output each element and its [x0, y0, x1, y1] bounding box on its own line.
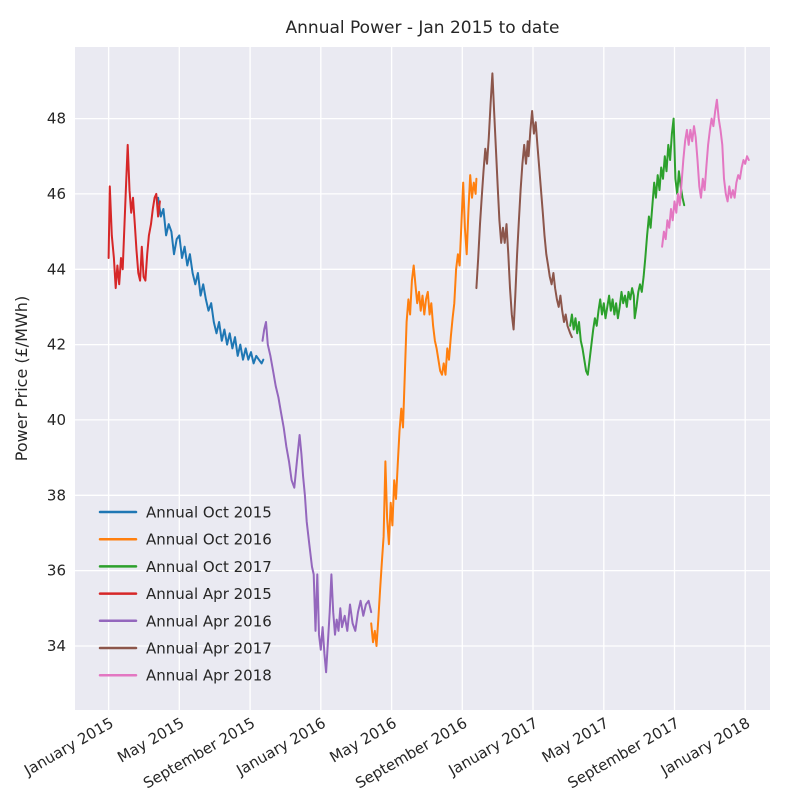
series-line-annual-apr-2015	[107, 143, 161, 290]
legend-label: Annual Apr 2018	[146, 667, 272, 685]
chart-title: Annual Power - Jan 2015 to date	[286, 18, 560, 38]
legend-label: Annual Oct 2016	[146, 531, 272, 549]
series-line-annual-apr-2017	[475, 72, 573, 339]
legend: Annual Oct 2015 Annual Oct 2016 Annual Oct…	[98, 504, 272, 685]
series-line-annual-apr-2018	[661, 98, 750, 248]
legend-item-annual-apr-2016: Annual Apr 2016	[98, 612, 272, 630]
y-tick-label: 38	[47, 486, 66, 504]
series-line-annual-apr-2016	[261, 321, 373, 674]
y-tick-label: 42	[47, 336, 66, 354]
legend-label: Annual Apr 2016	[146, 612, 272, 630]
y-tick-label: 46	[47, 185, 66, 203]
legend-item-annual-oct-2016: Annual Oct 2016	[98, 531, 272, 549]
legend-item-annual-apr-2017: Annual Apr 2017	[98, 640, 272, 658]
y-axis-label: Power Price (£/MWh)	[12, 296, 31, 461]
legend-label: Annual Apr 2017	[146, 640, 272, 658]
legend-item-annual-oct-2015: Annual Oct 2015	[98, 504, 272, 522]
y-tick-label: 40	[47, 411, 66, 429]
series-line-annual-oct-2016	[370, 174, 478, 647]
plot-area	[75, 47, 770, 710]
legend-item-annual-oct-2017: Annual Oct 2017	[98, 558, 272, 576]
legend-label: Annual Apr 2015	[146, 585, 272, 603]
y-tick-label: 48	[47, 110, 66, 128]
y-tick-label: 34	[47, 637, 66, 655]
legend-label: Annual Oct 2017	[146, 558, 272, 576]
y-tick-label: 44	[47, 260, 66, 278]
y-tick-label: 36	[47, 562, 66, 580]
series-lines	[107, 72, 750, 674]
legend-item-annual-apr-2015: Annual Apr 2015	[98, 585, 272, 603]
series-line-annual-oct-2017	[569, 117, 686, 376]
series-line-annual-oct-2015	[157, 196, 265, 365]
legend-label: Annual Oct 2015	[146, 504, 272, 522]
legend-item-annual-apr-2018: Annual Apr 2018	[98, 667, 272, 685]
